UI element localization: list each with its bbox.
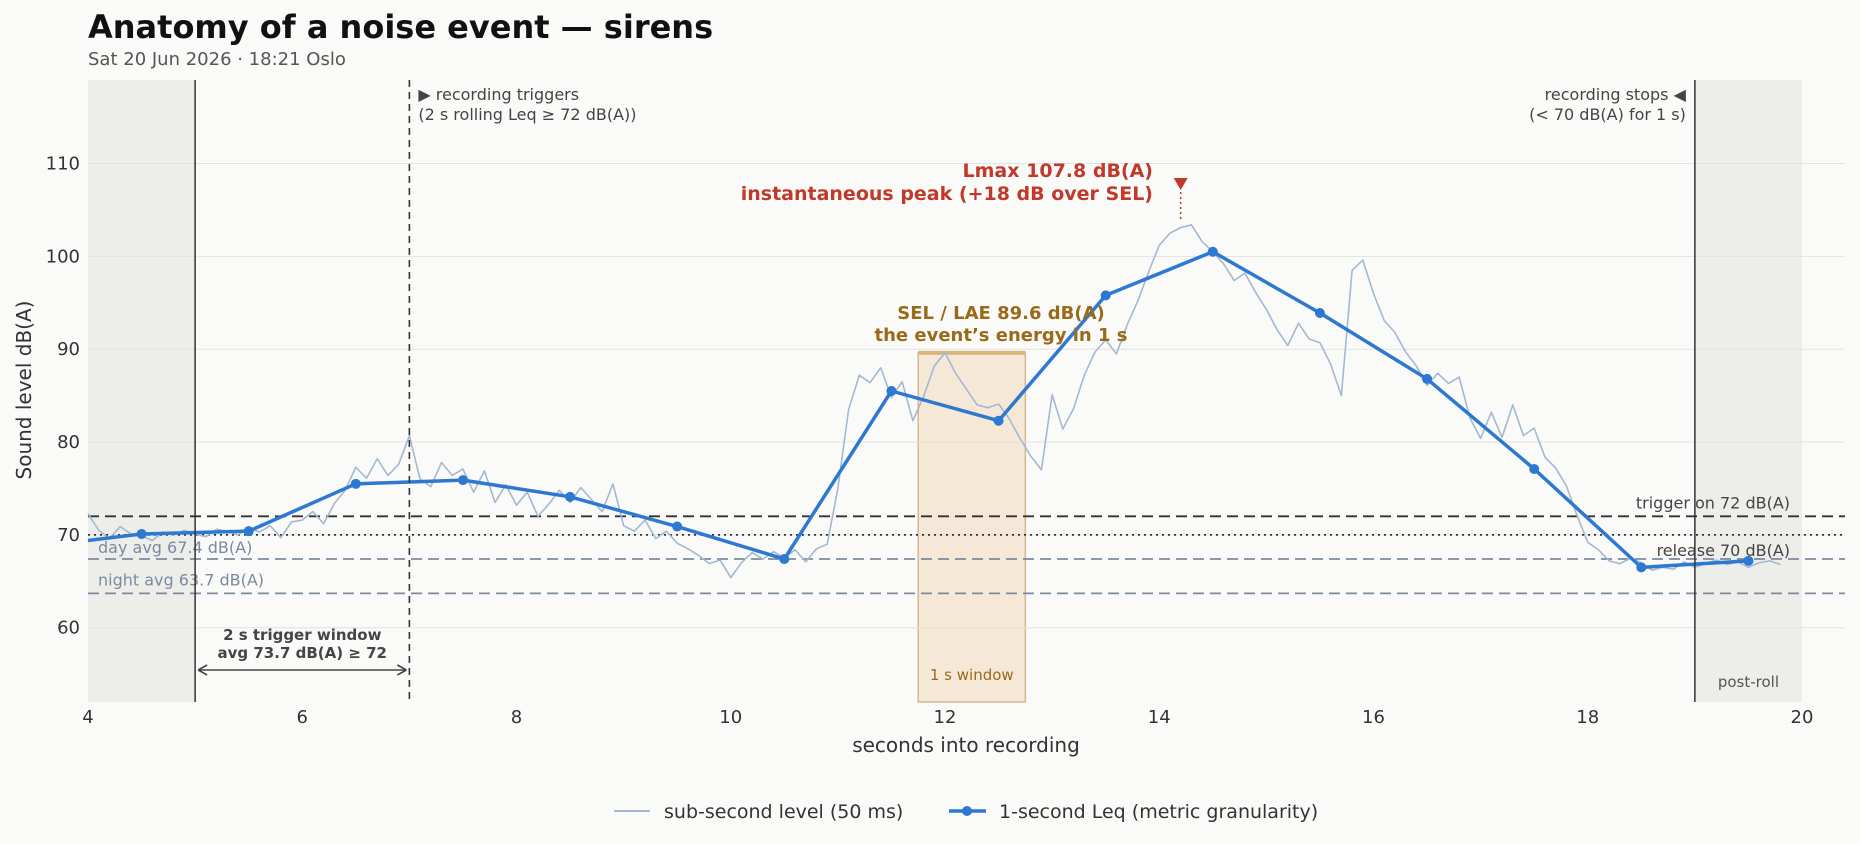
day-avg-label: day avg 67.4 dB(A): [98, 538, 252, 557]
leq-point: [1743, 555, 1754, 566]
postroll-label: post-roll: [1718, 673, 1779, 691]
y-tick-label: 110: [46, 154, 80, 175]
legend-label-leq: 1-second Leq (metric granularity): [999, 801, 1318, 823]
x-axis-label: seconds into recording: [852, 733, 1080, 757]
sel-label-line2: the event’s energy in 1 s: [874, 325, 1127, 346]
x-tick-label: 8: [511, 707, 522, 728]
x-tick-label: 16: [1362, 707, 1385, 728]
sel-label-line1: SEL / LAE 89.6 dB(A): [897, 303, 1104, 324]
leq-point: [565, 491, 576, 502]
stop-annotation-line1: recording stops ◀: [1545, 85, 1687, 104]
release-label: release 70 dB(A): [1657, 541, 1790, 560]
x-tick-label: 20: [1791, 707, 1814, 728]
lmax-label-line1: Lmax 107.8 dB(A): [963, 160, 1153, 182]
stop-annotation-line2: (< 70 dB(A) for 1 s): [1529, 105, 1686, 124]
lmax-label-line2: instantaneous peak (+18 dB over SEL): [741, 183, 1153, 205]
y-tick-label: 90: [57, 339, 80, 360]
chart-title: Anatomy of a noise event — sirens: [88, 8, 714, 46]
chart-subtitle: Sat 20 Jun 2026 · 18:21 Oslo: [88, 49, 346, 70]
leq-point: [136, 528, 147, 539]
trigger-annotation-line1: ▶ recording triggers: [418, 85, 579, 104]
leq-point: [1207, 246, 1218, 257]
leq-point: [1314, 308, 1325, 319]
grid-layer: [88, 163, 1845, 629]
leq-point: [993, 415, 1004, 426]
trigger-window-label-line2: avg 73.7 dB(A) ≥ 72: [218, 644, 387, 662]
background-layer: [88, 80, 1802, 703]
sel-window-box: [917, 352, 1027, 703]
trigger-on-label: trigger on 72 dB(A): [1636, 493, 1790, 512]
x-tick-label: 10: [719, 707, 742, 728]
leq-point: [350, 478, 361, 489]
x-tick-label: 18: [1576, 707, 1599, 728]
night-avg-label: night avg 63.7 dB(A): [98, 570, 264, 589]
leq-point: [243, 526, 254, 537]
leq-point: [457, 475, 468, 486]
leq-point: [1100, 290, 1111, 301]
x-tick-label: 6: [297, 707, 308, 728]
leq-point: [1636, 562, 1647, 573]
trigger-window-arrow-right-icon: [396, 664, 407, 676]
leq-point: [886, 386, 897, 396]
legend-label-sub-second: sub-second level (50 ms): [664, 801, 903, 823]
axes-layer: 4 6 8 10 12 14 16 18 20 60 70 80 90 100 110: [46, 154, 1814, 728]
leq-point: [672, 521, 683, 532]
trigger-window-arrow-left-icon: [197, 664, 208, 676]
reference-lines-layer: trigger on 72 dB(A) release 70 dB(A) day a…: [88, 493, 1845, 595]
preroll-region: [88, 80, 196, 702]
sel-window-label: 1 s window: [930, 666, 1014, 684]
x-tick-label: 4: [82, 707, 93, 728]
x-tick-label: 14: [1148, 707, 1171, 728]
trigger-annotation-line2: (2 s rolling Leq ≥ 72 dB(A)): [418, 105, 636, 124]
trigger-window-label-line1: 2 s trigger window: [223, 626, 382, 644]
annotations-layer: 1 s window ▶ recording triggers(2 s rolli…: [194, 80, 1779, 702]
legend-swatch-leq-marker: [962, 806, 972, 816]
series-layer: [87, 224, 1781, 579]
leq-point: [1422, 373, 1433, 384]
legend: sub-second level (50 ms) 1-second Leq (m…: [614, 801, 1318, 823]
x-tick-label: 12: [934, 707, 957, 728]
y-tick-label: 70: [57, 525, 80, 546]
sub-second-level-line: [87, 224, 1781, 579]
leq-point: [1529, 463, 1540, 474]
y-tick-label: 60: [57, 618, 80, 639]
y-axis-label: Sound level dB(A): [12, 301, 36, 480]
y-tick-label: 100: [46, 246, 80, 267]
leq-point: [779, 554, 790, 565]
y-tick-label: 80: [57, 432, 80, 453]
lmax-marker-icon: [1173, 178, 1188, 190]
postroll-region: [1694, 80, 1802, 702]
